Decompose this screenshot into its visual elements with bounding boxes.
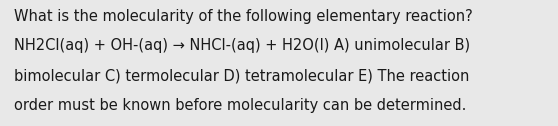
Text: What is the molecularity of the following elementary reaction?: What is the molecularity of the followin… [14,9,473,24]
Text: NH2Cl(aq) + OH-(aq) → NHCl-(aq) + H2O(l) A) unimolecular B): NH2Cl(aq) + OH-(aq) → NHCl-(aq) + H2O(l)… [14,38,470,53]
Text: bimolecular C) termolecular D) tetramolecular E) The reaction: bimolecular C) termolecular D) tetramole… [14,68,469,83]
Text: order must be known before molecularity can be determined.: order must be known before molecularity … [14,98,466,113]
